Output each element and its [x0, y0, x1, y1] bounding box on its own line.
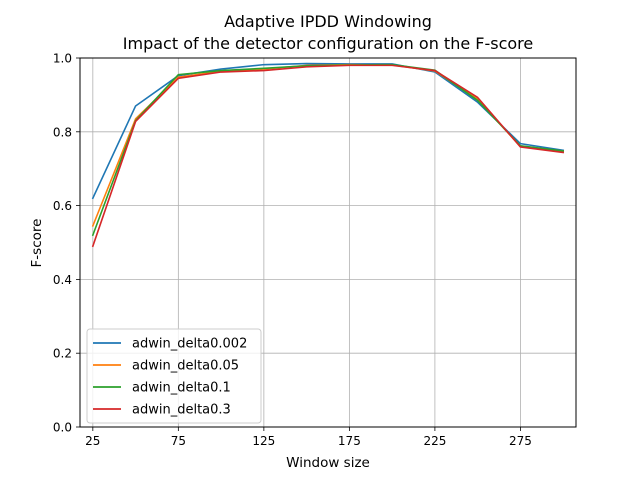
x-tick-label: 225	[423, 434, 446, 448]
y-tick-label: 0.4	[53, 273, 72, 287]
series-line-1	[91, 63, 565, 227]
plot-frame	[79, 57, 577, 428]
series-line-0	[91, 62, 565, 200]
legend-label: adwin_delta0.002	[132, 337, 247, 352]
legend-box	[86, 328, 262, 424]
y-tick-label: 0.6	[53, 199, 72, 213]
series-layer	[91, 62, 565, 248]
x-tick-label: 125	[252, 434, 275, 448]
x-tick-label: 275	[509, 434, 532, 448]
y-tick-label: 1.0	[53, 52, 72, 66]
x-axis-label: Window size	[286, 455, 370, 471]
y-axis-label: F-score	[29, 219, 45, 268]
series-line-3	[91, 64, 565, 248]
series-line-2	[91, 63, 565, 237]
y-tick-label: 0.8	[53, 125, 72, 139]
x-tick-label: 75	[171, 434, 186, 448]
legend-label: adwin_delta0.05	[132, 359, 239, 374]
legend-label: adwin_delta0.1	[132, 381, 231, 396]
x-tick-label: 175	[338, 434, 361, 448]
y-tick-label: 0.0	[53, 421, 72, 435]
chart-subtitle: Impact of the detector configuration on …	[123, 34, 533, 53]
legend-label: adwin_delta0.3	[132, 403, 231, 418]
ticks-layer: 25 75 125 175 225 275 0.0 0.2 0.4 0.6 0.8 1.0	[53, 52, 532, 449]
y-tick-label: 0.2	[53, 347, 72, 361]
chart-title: Adaptive IPDD Windowing	[224, 12, 432, 31]
legend: adwin_delta0.002 adwin_delta0.05 adwin_del…	[86, 328, 262, 424]
x-tick-label: 25	[85, 434, 100, 448]
